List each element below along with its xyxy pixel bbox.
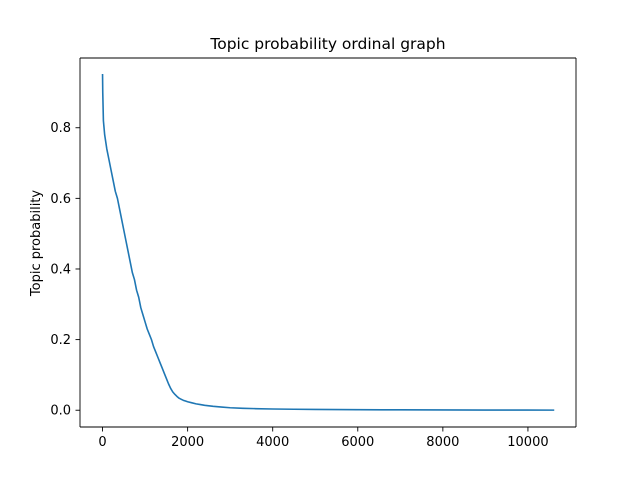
y-axis: 0.0 0.2 0.4 0.6 0.8 [50, 58, 81, 427]
y-tick-label: 0.8 [50, 121, 71, 136]
x-tick-label: 8000 [426, 435, 459, 450]
x-tick-label: 0 [98, 435, 106, 450]
y-tick-label: 0.0 [50, 404, 71, 419]
chart-title: Topic probability ordinal graph [209, 35, 445, 53]
x-axis: 0 2000 4000 6000 8000 10000 [80, 426, 576, 450]
y-tick-label: 0.2 [50, 333, 71, 348]
y-axis-title: Topic probability [29, 190, 44, 297]
x-tick-label: 4000 [256, 435, 289, 450]
y-tick-label: 0.4 [50, 262, 71, 277]
x-tick-label: 10000 [507, 435, 548, 450]
x-tick-label: 2000 [171, 435, 204, 450]
series-line-0 [101, 73, 555, 411]
x-tick-label: 6000 [341, 435, 374, 450]
plot-area [80, 57, 577, 427]
y-tick-label: 0.6 [50, 192, 71, 207]
